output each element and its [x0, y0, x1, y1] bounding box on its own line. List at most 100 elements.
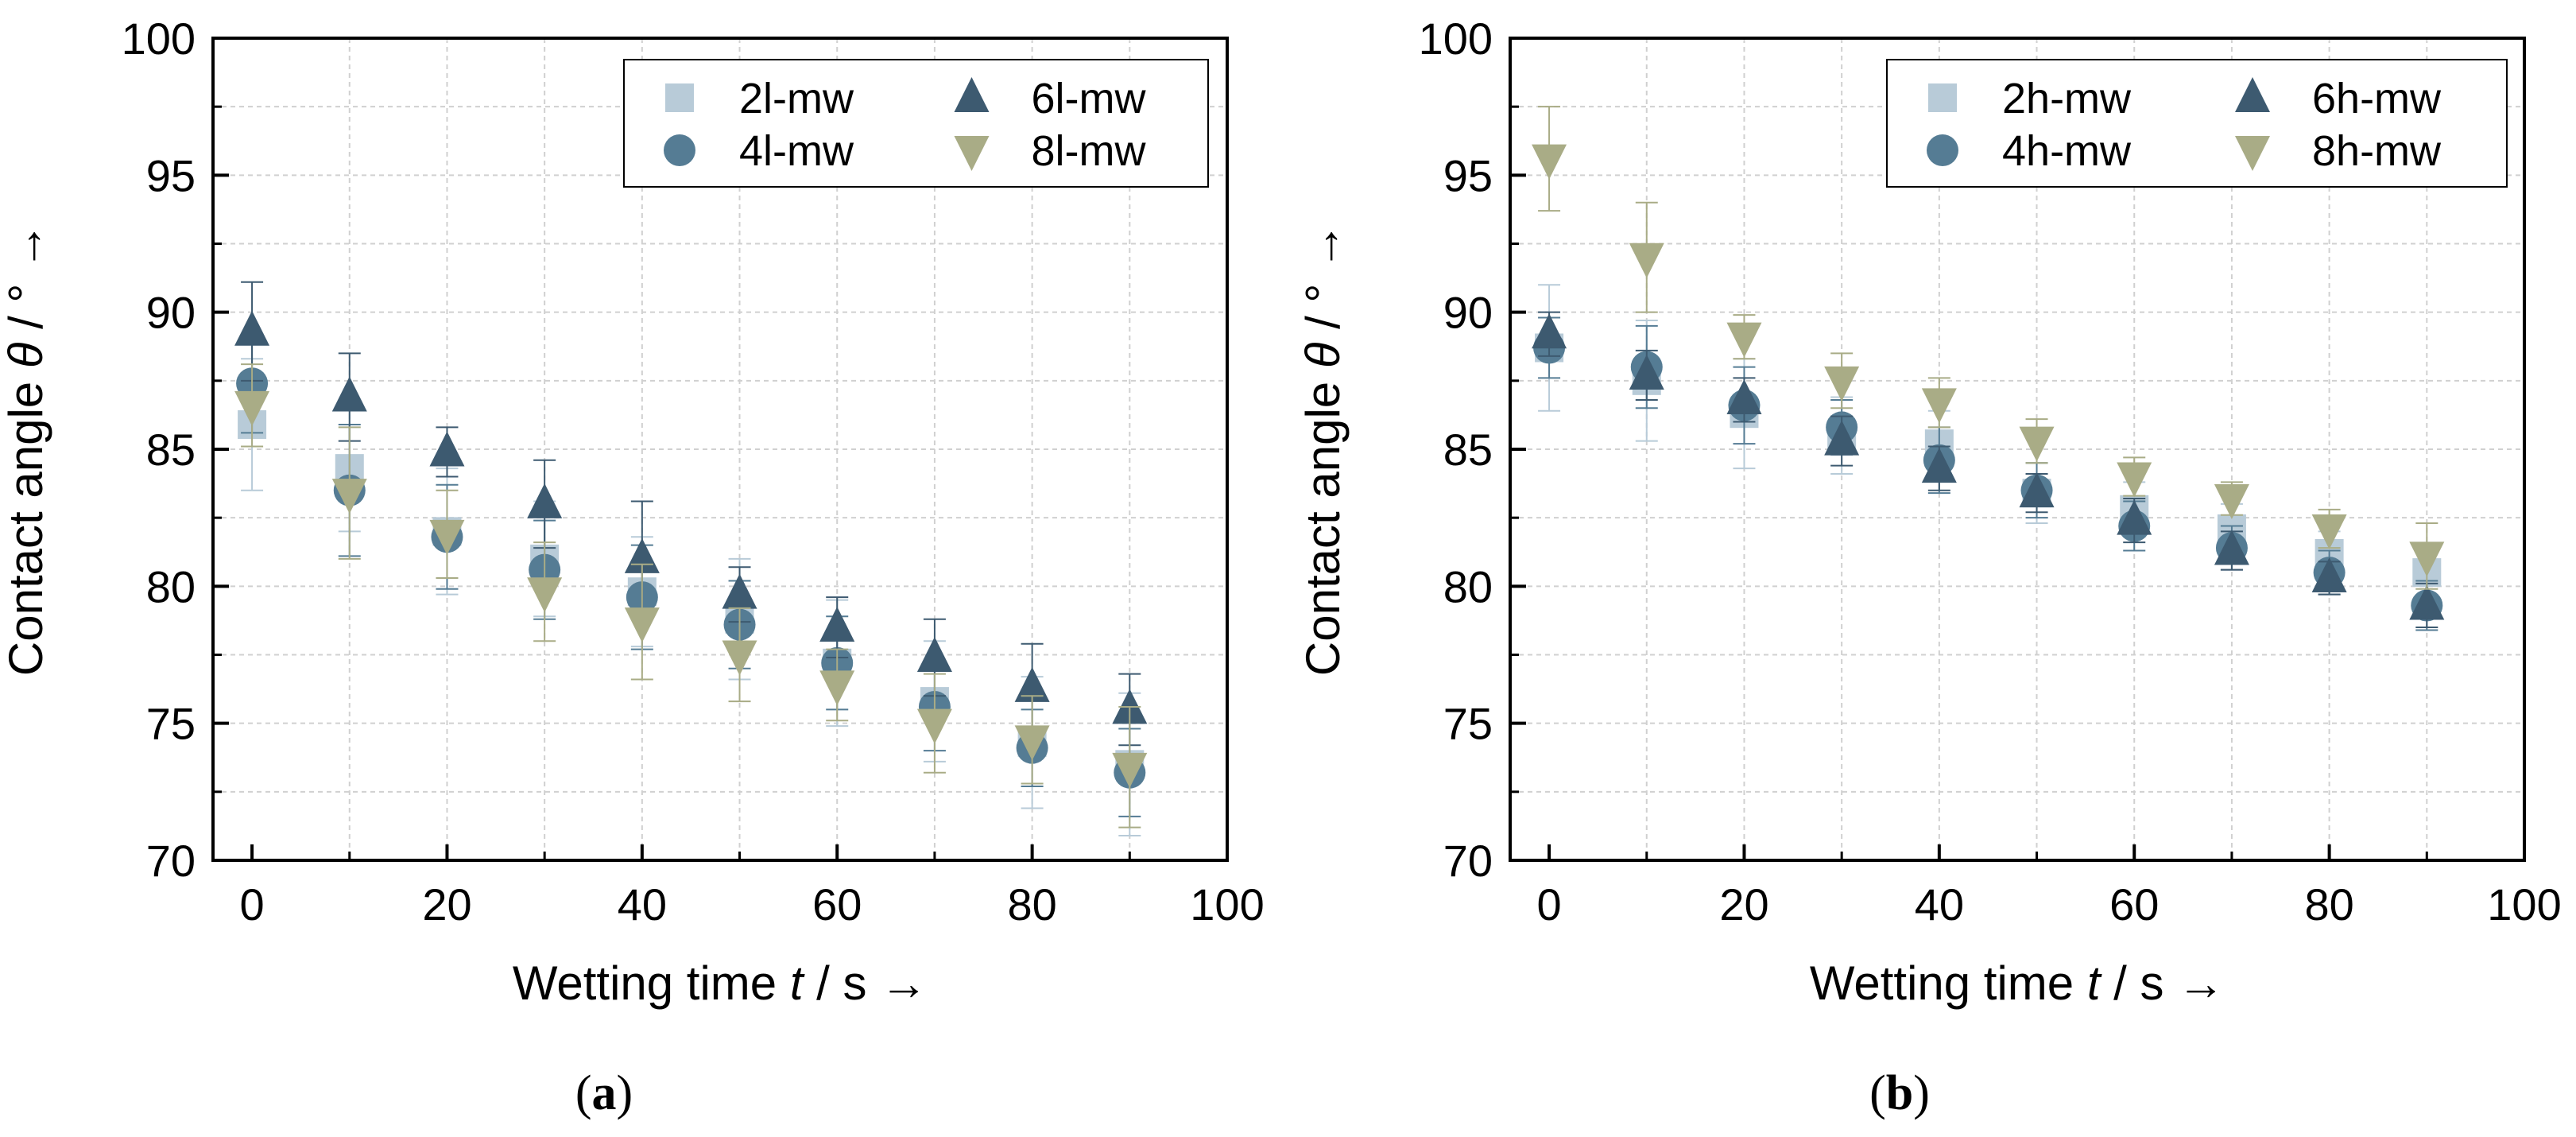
data-point: [819, 670, 855, 706]
data-point: [1629, 243, 1664, 278]
legend-label: 6h-mw: [2312, 75, 2442, 122]
series-8h-mw: [1532, 106, 2445, 590]
legend-marker: [954, 77, 990, 112]
legend-label: 4h-mw: [2002, 127, 2132, 175]
data-point: [2019, 426, 2055, 462]
x-tick-label: 0: [1536, 879, 1561, 929]
data-point: [2409, 541, 2445, 577]
legend: 2h-mw 4h-mw 6h-mw 8h-mw: [1886, 59, 2508, 188]
x-tick-label: 60: [2109, 879, 2159, 929]
data-point: [2311, 557, 2347, 592]
x-tick-label: 80: [2304, 879, 2353, 929]
data-point: [234, 310, 270, 346]
y-tick-label: 70: [1443, 836, 1493, 886]
series-6l-mw: [234, 281, 1148, 747]
y-tick-label: 95: [146, 150, 196, 200]
y-tick-label: 100: [1419, 14, 1493, 64]
x-axis-title: Wetting time t / s →: [1810, 957, 2225, 1010]
y-axis-title: Contact angle θ / ° →: [0, 223, 52, 676]
data-point: [1824, 366, 1860, 402]
data-point: [331, 376, 367, 412]
legend-marker: [1928, 83, 1957, 112]
x-axis-title: Wetting time t / s →: [513, 957, 928, 1010]
data-point: [2019, 472, 2055, 508]
y-tick-label: 75: [146, 699, 196, 749]
data-point: [2311, 514, 2347, 549]
data-point: [722, 573, 757, 609]
legend-marker: [2235, 77, 2270, 112]
data-point: [2117, 462, 2152, 498]
legend-marker: [664, 134, 695, 166]
data-point: [429, 519, 465, 555]
panel-caption: (a): [575, 1066, 633, 1120]
y-axis-title: Contact angle θ / ° →: [1296, 223, 1350, 676]
x-tick-label: 40: [618, 879, 667, 929]
data-point: [1629, 354, 1664, 390]
x-tick-label: 0: [239, 879, 264, 929]
series-2l-mw: [238, 358, 1145, 836]
legend-label: 2l-mw: [739, 75, 854, 122]
y-tick-label: 90: [146, 288, 196, 338]
data-point: [1921, 388, 1957, 424]
legend-label: 8h-mw: [2312, 127, 2442, 175]
data-point: [722, 640, 757, 676]
x-tick-label: 60: [812, 879, 862, 929]
legend-marker: [665, 83, 694, 112]
legend-label: 2h-mw: [2002, 75, 2132, 122]
data-point: [1824, 420, 1860, 456]
data-point: [916, 636, 952, 672]
panel-a: 0 20 40 60 80 100 70 75 80 85 90 95 100 Wetting time …: [0, 14, 1265, 1120]
y-tick-label: 90: [1443, 288, 1493, 338]
data-point: [1726, 322, 1762, 358]
legend-label: 6l-mw: [1032, 75, 1147, 122]
data-point: [1112, 752, 1148, 788]
data-point: [2117, 499, 2152, 535]
y-tick-label: 85: [146, 425, 196, 475]
data-point: [819, 607, 855, 642]
series-4l-mw: [236, 333, 1146, 817]
y-tick-label: 70: [146, 836, 196, 886]
data-point: [2214, 530, 2249, 565]
data-point: [429, 431, 465, 467]
panel-b: 0 20 40 60 80 100 70 75 80 85 90 95 100 Wetting time …: [1296, 14, 2562, 1120]
x-tick-label: 100: [2487, 879, 2561, 929]
data-point: [1532, 313, 1567, 349]
legend-frame: [623, 59, 1209, 188]
series-2h-mw: [1535, 284, 2442, 599]
data-point: [1921, 448, 1957, 483]
x-tick-label: 20: [1719, 879, 1768, 929]
legend-label: 4l-mw: [739, 127, 854, 175]
y-tick-label: 80: [1443, 561, 1493, 611]
legend-marker: [1927, 134, 1958, 166]
data-point: [331, 479, 367, 514]
y-tick-label: 75: [1443, 699, 1493, 749]
data-point: [1532, 144, 1567, 180]
data-point: [527, 483, 563, 518]
x-tick-label: 20: [422, 879, 471, 929]
y-tick-label: 80: [146, 561, 196, 611]
data-point: [2214, 484, 2249, 520]
legend-marker: [2235, 136, 2270, 171]
legend-marker: [954, 136, 990, 171]
data-point: [2409, 584, 2445, 620]
data-point: [1014, 725, 1050, 761]
data-point: [1726, 378, 1762, 414]
legend-frame: [1886, 59, 2508, 188]
data-point: [527, 577, 563, 613]
series-8l-mw: [234, 363, 1148, 828]
legend: 2l-mw 4l-mw 6l-mw 8l-mw: [623, 59, 1209, 188]
x-tick-label: 80: [1007, 879, 1056, 929]
data-point: [1014, 666, 1050, 702]
y-tick-label: 85: [1443, 425, 1493, 475]
data-point: [624, 607, 660, 643]
panel-caption: (b): [1869, 1066, 1930, 1120]
data-point: [916, 708, 952, 744]
series-6h-mw: [1532, 311, 2445, 629]
y-tick-label: 95: [1443, 150, 1493, 200]
x-tick-label: 40: [1915, 879, 1964, 929]
x-tick-label: 100: [1190, 879, 1264, 929]
y-tick-label: 100: [122, 14, 196, 64]
data-point: [234, 390, 270, 426]
legend-label: 8l-mw: [1032, 127, 1147, 175]
